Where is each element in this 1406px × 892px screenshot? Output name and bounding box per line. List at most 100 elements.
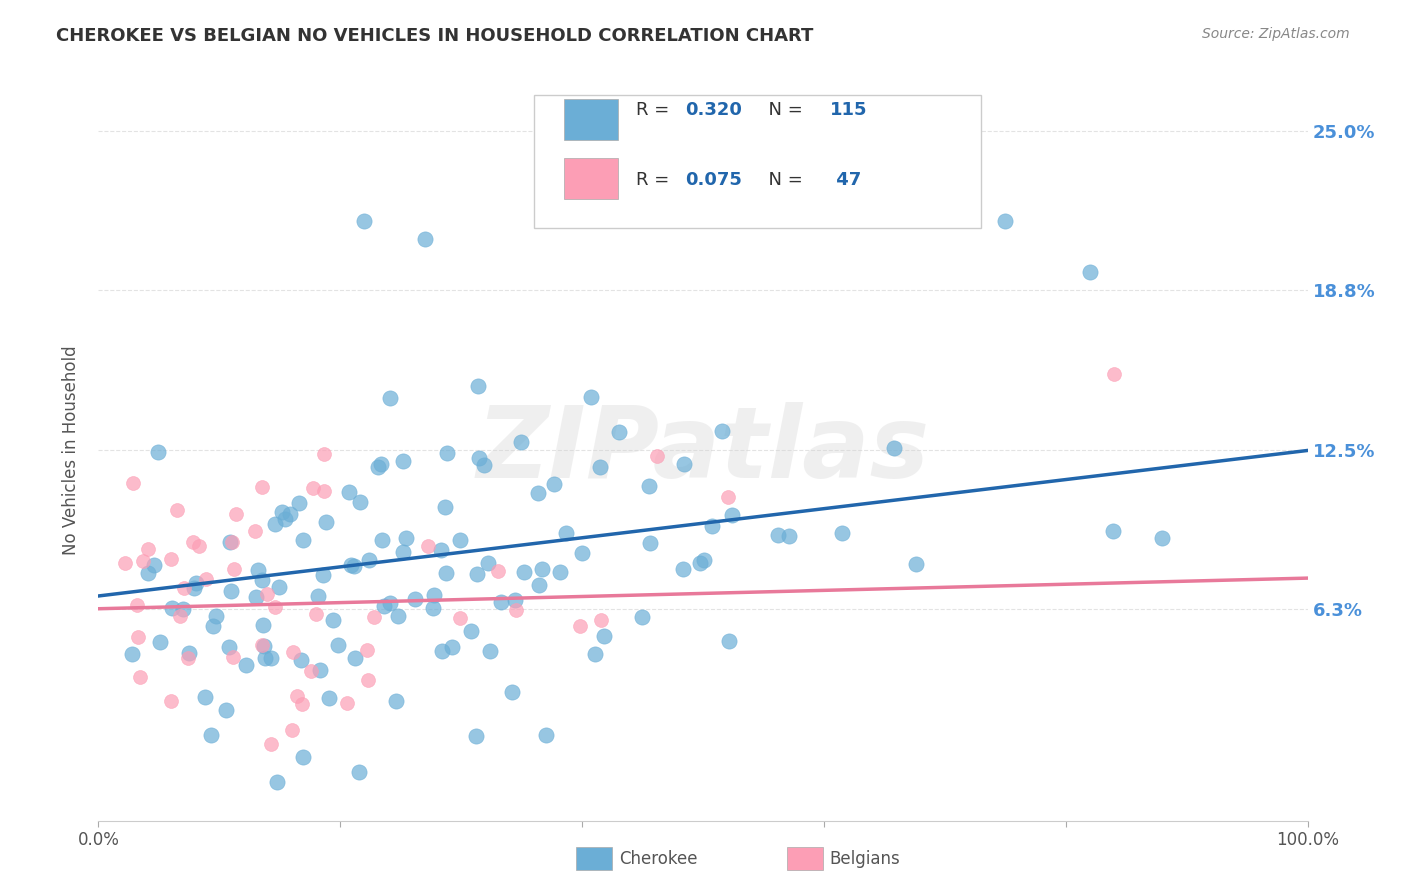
Point — [290, 653, 312, 667]
Point — [367, 459, 389, 474]
Point — [169, 608, 191, 623]
Text: N =: N = — [758, 101, 808, 119]
Point — [335, 696, 357, 710]
Point — [378, 391, 401, 405]
Point — [831, 525, 853, 540]
Text: Belgians: Belgians — [830, 850, 900, 868]
Point — [127, 630, 149, 644]
Point — [278, 508, 301, 522]
Point — [243, 524, 266, 538]
Point — [186, 575, 208, 590]
Point — [486, 565, 509, 579]
Point — [387, 608, 409, 623]
Point — [392, 545, 415, 559]
Point — [219, 583, 242, 598]
Point — [579, 390, 602, 404]
Point — [357, 673, 380, 688]
Point — [252, 618, 274, 632]
Point — [146, 444, 169, 458]
Point — [349, 764, 371, 779]
Point — [188, 539, 211, 553]
Point — [638, 536, 661, 550]
Text: CHEROKEE VS BELGIAN NO VEHICLES IN HOUSEHOLD CORRELATION CHART: CHEROKEE VS BELGIAN NO VEHICLES IN HOUSE… — [56, 27, 814, 45]
Point — [593, 629, 616, 643]
Point — [672, 562, 695, 576]
Point — [344, 651, 367, 665]
Point — [309, 663, 332, 677]
Point — [693, 553, 716, 567]
Point — [131, 554, 153, 568]
Point — [513, 565, 536, 579]
Point — [589, 613, 612, 627]
Point — [501, 684, 523, 698]
Point — [281, 723, 304, 738]
Point — [394, 531, 416, 545]
Point — [465, 567, 488, 582]
Point — [179, 646, 201, 660]
Point — [291, 749, 314, 764]
Point — [527, 578, 550, 592]
Point — [472, 458, 495, 473]
Text: ZIPatlas: ZIPatlas — [477, 402, 929, 499]
Point — [183, 581, 205, 595]
Point — [589, 459, 612, 474]
FancyBboxPatch shape — [564, 158, 619, 199]
Text: 115: 115 — [830, 101, 868, 119]
Point — [149, 635, 172, 649]
Point — [263, 599, 285, 614]
Point — [717, 490, 740, 504]
Point — [312, 447, 335, 461]
Point — [631, 609, 654, 624]
Point — [205, 609, 228, 624]
Text: 47: 47 — [830, 171, 862, 189]
Point — [1152, 531, 1174, 545]
Text: Cherokee: Cherokee — [619, 850, 697, 868]
Point — [263, 517, 285, 532]
Point — [200, 728, 222, 742]
Point — [548, 566, 571, 580]
Point — [404, 591, 426, 606]
Point — [778, 528, 800, 542]
Point — [194, 572, 217, 586]
Point — [250, 480, 273, 494]
FancyBboxPatch shape — [564, 99, 619, 139]
Point — [181, 535, 204, 549]
Point — [479, 644, 502, 658]
Point — [433, 500, 456, 515]
Point — [125, 599, 148, 613]
Point — [312, 568, 335, 582]
Point — [449, 533, 471, 547]
Point — [221, 534, 243, 549]
Point — [246, 563, 269, 577]
Point — [645, 449, 668, 463]
Point — [159, 552, 181, 566]
Point — [1102, 524, 1125, 538]
Text: R =: R = — [637, 101, 675, 119]
Point — [349, 495, 371, 509]
Point — [160, 601, 183, 615]
Point — [510, 434, 533, 449]
Point — [491, 595, 513, 609]
Point — [460, 624, 482, 639]
Point — [173, 581, 195, 595]
Point — [136, 542, 159, 557]
Point — [256, 587, 278, 601]
Point — [160, 694, 183, 708]
Point — [142, 558, 165, 572]
Point — [281, 645, 304, 659]
Point — [638, 478, 661, 492]
FancyBboxPatch shape — [534, 95, 981, 228]
Point — [353, 213, 375, 227]
Point — [266, 774, 288, 789]
Point — [128, 670, 150, 684]
Point — [1078, 265, 1101, 279]
Point — [373, 599, 395, 614]
Point — [1102, 367, 1125, 381]
Point — [340, 558, 363, 572]
Point — [370, 458, 392, 472]
Point — [672, 457, 695, 471]
Point — [571, 546, 593, 560]
Point — [121, 475, 143, 490]
Point — [543, 476, 565, 491]
Point — [202, 618, 225, 632]
